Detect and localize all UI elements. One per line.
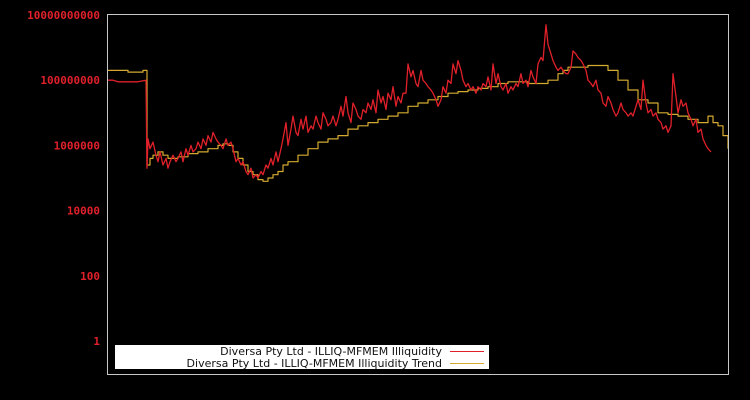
legend-label-trend: Diversa Pty Ltd - ILLIQ-MFMEM Illiquidit…: [187, 357, 442, 370]
y-tick-label: 100: [80, 270, 100, 283]
y-tick-label: 10000: [67, 205, 100, 218]
y-tick-label: 10000000000: [27, 9, 100, 22]
legend-box: [115, 345, 489, 369]
y-tick-label: 1000000: [54, 139, 100, 152]
legend-label-illiquidity: Diversa Pty Ltd - ILLIQ-MFMEM Illiquidit…: [220, 345, 442, 358]
plot-series: [108, 24, 729, 182]
series-illiquidity-line: [108, 24, 712, 179]
y-axis-ticks: 10000000000 100000000 1000000 10000 100 1: [27, 9, 100, 348]
y-tick-label: 100000000: [40, 74, 100, 87]
y-tick-label: 1: [93, 335, 100, 348]
plot-frame: [107, 14, 729, 375]
legend: Diversa Pty Ltd - ILLIQ-MFMEM Illiquidit…: [115, 345, 489, 370]
series-trend-line: [108, 64, 729, 182]
